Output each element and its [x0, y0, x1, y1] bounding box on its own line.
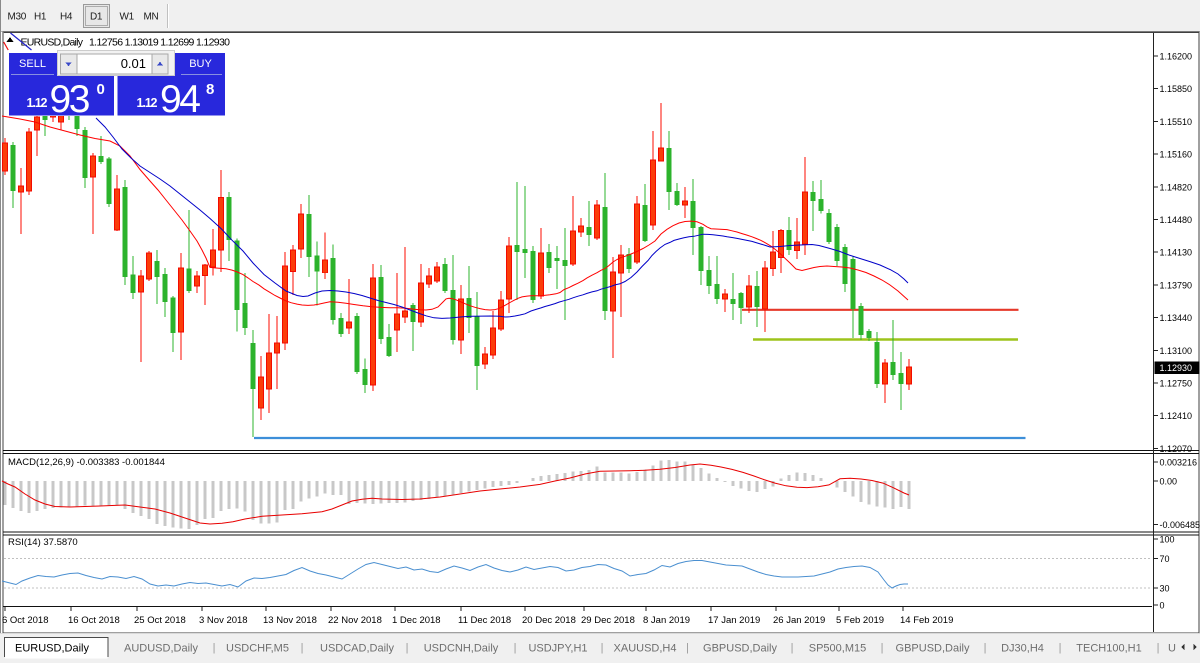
svg-text:|: | — [984, 642, 987, 654]
svg-text:|: | — [881, 642, 884, 654]
svg-text:USDCNH,Daily: USDCNH,Daily — [424, 643, 499, 655]
svg-text:1.12: 1.12 — [27, 96, 48, 110]
svg-text:GBPUSD,Daily: GBPUSD,Daily — [703, 643, 777, 655]
svg-text:-0.006485: -0.006485 — [1160, 520, 1200, 530]
svg-text:|: | — [301, 642, 304, 654]
svg-text:25 Oct 2018: 25 Oct 2018 — [134, 615, 186, 626]
svg-text:93: 93 — [50, 78, 91, 121]
svg-text:1.13440: 1.13440 — [1160, 313, 1193, 323]
svg-text:0.01: 0.01 — [121, 56, 146, 71]
svg-text:1.14820: 1.14820 — [1160, 182, 1193, 192]
svg-text:U: U — [1168, 643, 1176, 655]
svg-text:29 Dec 2018: 29 Dec 2018 — [581, 615, 635, 626]
svg-text:13 Nov 2018: 13 Nov 2018 — [263, 615, 317, 626]
svg-text:AUDUSD,Daily: AUDUSD,Daily — [124, 643, 198, 655]
svg-text:RSI(14) 37.5870: RSI(14) 37.5870 — [8, 537, 78, 548]
svg-text:26 Jan 2019: 26 Jan 2019 — [773, 615, 825, 626]
svg-text:EURUSD,Daily: EURUSD,Daily — [21, 37, 84, 49]
svg-text:1.12070: 1.12070 — [1160, 444, 1193, 454]
svg-text:8: 8 — [206, 81, 214, 98]
svg-text:30: 30 — [1160, 584, 1170, 594]
svg-text:20 Dec 2018: 20 Dec 2018 — [522, 615, 576, 626]
svg-text:1.16200: 1.16200 — [1160, 52, 1193, 62]
svg-text:MACD(12,26,9) -0.003383 -0.001: MACD(12,26,9) -0.003383 -0.001844 — [8, 457, 165, 468]
svg-text:0.003216: 0.003216 — [1160, 458, 1198, 468]
svg-text:1.13790: 1.13790 — [1160, 280, 1193, 290]
svg-text:|: | — [791, 642, 794, 654]
svg-text:SELL: SELL — [19, 58, 46, 70]
svg-text:|: | — [1157, 642, 1160, 654]
svg-text:11 Dec 2018: 11 Dec 2018 — [458, 615, 511, 626]
svg-text:94: 94 — [160, 78, 201, 121]
svg-text:1.15160: 1.15160 — [1160, 150, 1193, 160]
svg-text:|: | — [514, 642, 517, 654]
svg-text:1.12410: 1.12410 — [1160, 411, 1193, 421]
svg-text:|: | — [601, 642, 604, 654]
svg-text:0: 0 — [1160, 601, 1165, 611]
svg-text:D1: D1 — [90, 12, 103, 23]
svg-text:USDCAD,Daily: USDCAD,Daily — [320, 643, 394, 655]
svg-text:1.12930: 1.12930 — [1160, 363, 1193, 373]
svg-text:|: | — [213, 642, 216, 654]
svg-text:0.00: 0.00 — [1160, 477, 1178, 487]
svg-text:1.12750: 1.12750 — [1160, 379, 1193, 389]
svg-text:16 Oct 2018: 16 Oct 2018 — [68, 615, 120, 626]
svg-text:GBPUSD,Daily: GBPUSD,Daily — [896, 643, 970, 655]
svg-text:MN: MN — [144, 12, 159, 23]
svg-text:3 Nov 2018: 3 Nov 2018 — [199, 615, 248, 626]
svg-text:1.13100: 1.13100 — [1160, 346, 1193, 356]
svg-text:XAUUSD,H4: XAUUSD,H4 — [614, 643, 677, 655]
svg-text:6 Oct 2018: 6 Oct 2018 — [2, 615, 48, 626]
svg-text:17 Jan 2019: 17 Jan 2019 — [708, 615, 760, 626]
svg-text:5 Feb 2019: 5 Feb 2019 — [836, 615, 884, 626]
svg-text:BUY: BUY — [189, 58, 212, 70]
svg-text:H1: H1 — [34, 12, 47, 23]
svg-text:USDCHF,M5: USDCHF,M5 — [226, 643, 289, 655]
svg-text:|: | — [406, 642, 409, 654]
svg-text:22 Nov 2018: 22 Nov 2018 — [328, 615, 382, 626]
svg-text:DJ30,H4: DJ30,H4 — [1001, 643, 1044, 655]
svg-text:1 Dec 2018: 1 Dec 2018 — [392, 615, 441, 626]
svg-text:H4: H4 — [60, 12, 73, 23]
svg-text:M30: M30 — [8, 12, 27, 23]
svg-text:|: | — [686, 642, 689, 654]
svg-text:SP500,M15: SP500,M15 — [809, 643, 866, 655]
svg-text:100: 100 — [1160, 535, 1175, 545]
svg-text:W1: W1 — [120, 12, 135, 23]
svg-text:8 Jan 2019: 8 Jan 2019 — [643, 615, 690, 626]
svg-text:TECH100,H1: TECH100,H1 — [1076, 643, 1141, 655]
svg-text:|: | — [1059, 642, 1062, 654]
svg-text:1.14480: 1.14480 — [1160, 215, 1193, 225]
svg-text:70: 70 — [1160, 554, 1170, 564]
svg-text:EURUSD,Daily: EURUSD,Daily — [15, 643, 89, 655]
svg-text:1.12: 1.12 — [137, 96, 158, 110]
svg-text:14 Feb 2019: 14 Feb 2019 — [900, 615, 953, 626]
svg-text:1.14130: 1.14130 — [1160, 248, 1193, 258]
svg-text:1.15510: 1.15510 — [1160, 117, 1193, 127]
svg-text:0: 0 — [97, 81, 105, 98]
svg-text:1.12756 1.13019 1.12699 1.1293: 1.12756 1.13019 1.12699 1.12930 — [89, 37, 230, 49]
svg-text:USDJPY,H1: USDJPY,H1 — [528, 643, 587, 655]
svg-text:1.15850: 1.15850 — [1160, 84, 1193, 94]
